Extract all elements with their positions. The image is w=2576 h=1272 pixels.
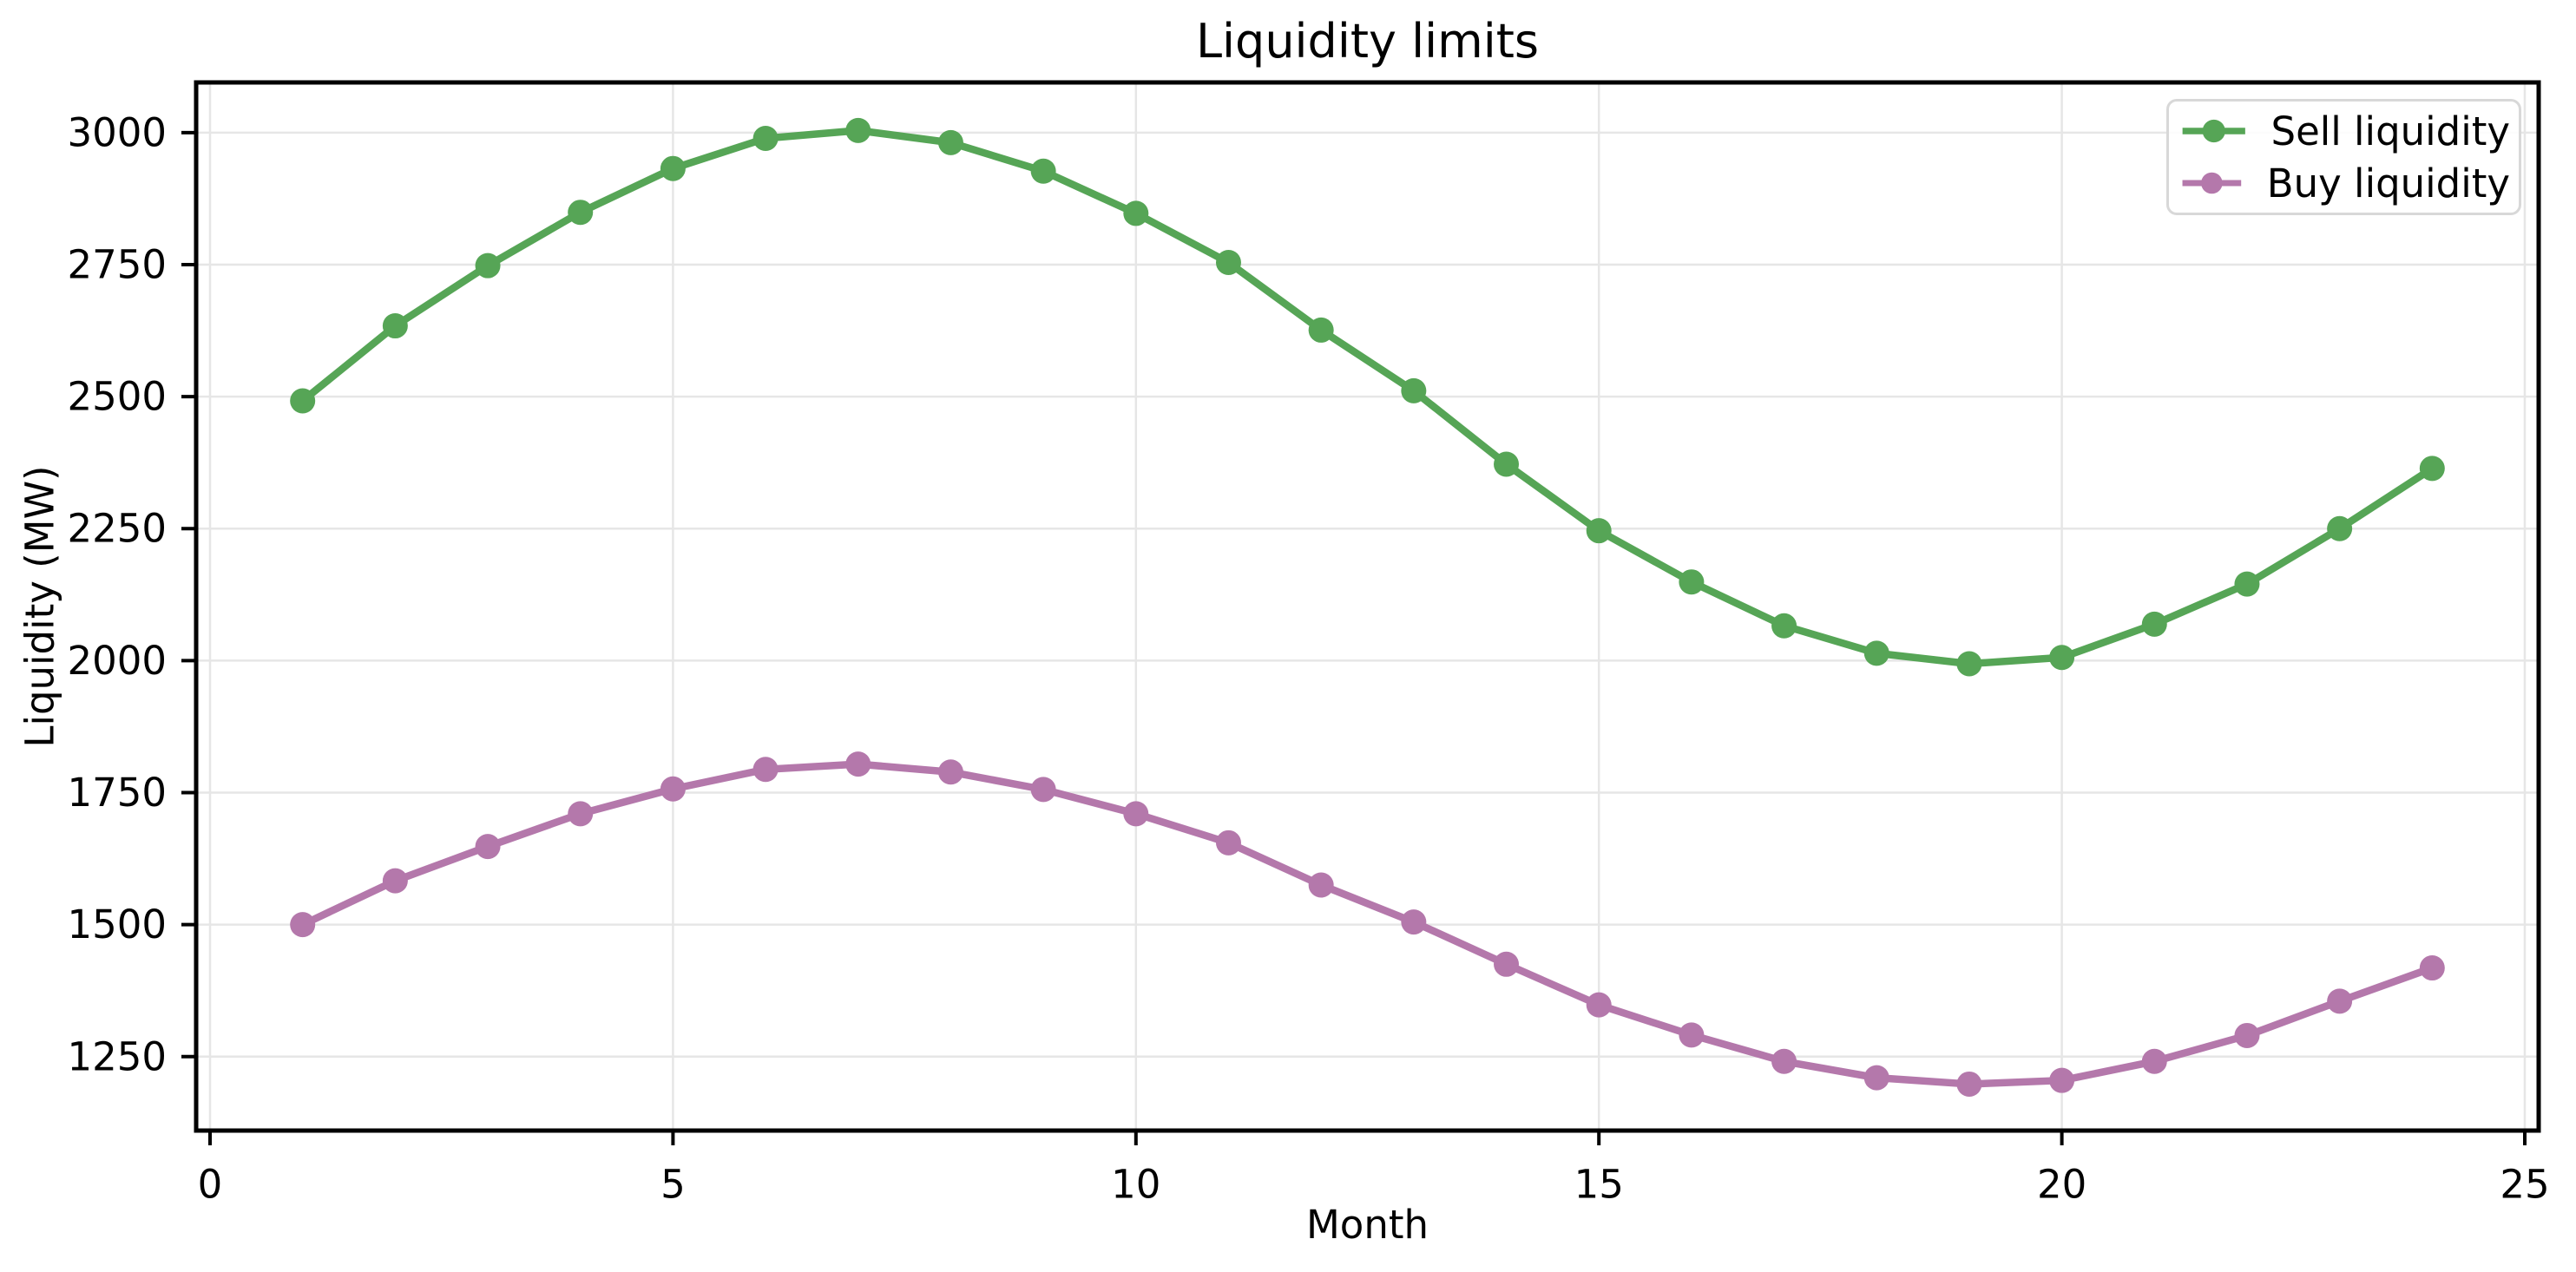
y-axis-label: Liquidity (MW) xyxy=(16,465,63,748)
legend-line-marker-icon xyxy=(2182,172,2242,194)
data-marker-sell-liquidity xyxy=(845,117,871,143)
data-marker-buy-liquidity xyxy=(2141,1048,2167,1074)
data-marker-sell-liquidity xyxy=(1215,250,1241,276)
data-marker-buy-liquidity xyxy=(1863,1065,1889,1091)
data-marker-sell-liquidity xyxy=(2141,611,2167,637)
data-marker-buy-liquidity xyxy=(568,801,594,827)
data-marker-sell-liquidity xyxy=(2327,515,2353,541)
data-marker-buy-liquidity xyxy=(1123,801,1149,827)
data-marker-buy-liquidity xyxy=(845,751,871,777)
x-tick-label: 20 xyxy=(2037,1162,2086,1208)
data-marker-buy-liquidity xyxy=(2234,1022,2260,1048)
data-marker-buy-liquidity xyxy=(290,912,316,938)
y-tick-label: 2500 xyxy=(67,374,167,420)
data-marker-sell-liquidity xyxy=(290,388,316,414)
y-tick-label: 1500 xyxy=(67,902,167,947)
legend-item-sell-liquidity: Sell liquidity xyxy=(2181,112,2510,151)
legend-label-buy: Buy liquidity xyxy=(2266,160,2510,207)
data-marker-buy-liquidity xyxy=(1679,1022,1705,1048)
data-marker-buy-liquidity xyxy=(2419,955,2445,981)
data-marker-sell-liquidity xyxy=(937,129,963,155)
data-marker-sell-liquidity xyxy=(568,200,594,226)
legend-label-sell: Sell liquidity xyxy=(2270,108,2511,154)
data-marker-sell-liquidity xyxy=(1586,518,1612,544)
data-marker-sell-liquidity xyxy=(475,252,501,279)
data-marker-buy-liquidity xyxy=(2049,1067,2075,1093)
series-line-buy-liquidity xyxy=(299,760,2436,1088)
y-tick-label: 2750 xyxy=(67,241,167,287)
data-marker-buy-liquidity xyxy=(1586,992,1612,1018)
data-marker-buy-liquidity xyxy=(752,757,779,783)
data-marker-sell-liquidity xyxy=(382,313,408,339)
chart-title: Liquidity limits xyxy=(1195,14,1540,69)
data-marker-sell-liquidity xyxy=(1030,158,1056,184)
data-marker-sell-liquidity xyxy=(1771,613,1797,639)
data-marker-buy-liquidity xyxy=(660,776,686,802)
data-marker-sell-liquidity xyxy=(2234,571,2260,597)
data-marker-buy-liquidity xyxy=(937,759,963,785)
data-marker-sell-liquidity xyxy=(660,155,686,181)
data-marker-buy-liquidity xyxy=(1401,909,1427,935)
x-tick-label: 25 xyxy=(2500,1162,2549,1208)
data-marker-sell-liquidity xyxy=(1956,651,1982,677)
data-marker-buy-liquidity xyxy=(1308,872,1334,898)
x-axis-label: Month xyxy=(1305,1202,1429,1248)
x-tick-label: 0 xyxy=(198,1162,223,1208)
data-marker-sell-liquidity xyxy=(1494,451,1520,477)
axes-spines xyxy=(194,80,2541,1133)
legend: Sell liquidity Buy liquidity xyxy=(2166,99,2521,215)
data-marker-buy-liquidity xyxy=(382,868,408,894)
x-tick-label: 5 xyxy=(660,1162,686,1208)
x-tick-label: 15 xyxy=(1574,1162,1624,1208)
data-marker-buy-liquidity xyxy=(1956,1071,1982,1097)
data-marker-sell-liquidity xyxy=(2419,456,2445,482)
data-marker-buy-liquidity xyxy=(1215,829,1241,856)
data-marker-buy-liquidity xyxy=(1494,951,1520,977)
y-tick-label: 3000 xyxy=(67,109,167,155)
data-marker-buy-liquidity xyxy=(1771,1048,1797,1074)
y-tick-label: 2000 xyxy=(67,638,167,684)
data-marker-sell-liquidity xyxy=(752,126,779,152)
x-tick-label: 10 xyxy=(1111,1162,1160,1208)
y-tick-label: 1250 xyxy=(67,1033,167,1079)
legend-line-marker-icon xyxy=(2182,119,2245,143)
data-marker-sell-liquidity xyxy=(1863,640,1889,666)
data-marker-buy-liquidity xyxy=(475,834,501,860)
y-tick-label: 2250 xyxy=(67,506,167,552)
y-tick-label: 1750 xyxy=(67,770,167,816)
data-marker-sell-liquidity xyxy=(1308,317,1334,343)
legend-item-buy-liquidity: Buy liquidity xyxy=(2181,164,2510,203)
data-marker-buy-liquidity xyxy=(1030,777,1056,803)
data-marker-sell-liquidity xyxy=(1679,569,1705,595)
data-marker-sell-liquidity xyxy=(1401,377,1427,403)
data-marker-buy-liquidity xyxy=(2327,988,2353,1014)
data-marker-sell-liquidity xyxy=(1123,200,1149,226)
data-marker-sell-liquidity xyxy=(2049,645,2075,671)
series-line-sell-liquidity xyxy=(299,127,2436,668)
